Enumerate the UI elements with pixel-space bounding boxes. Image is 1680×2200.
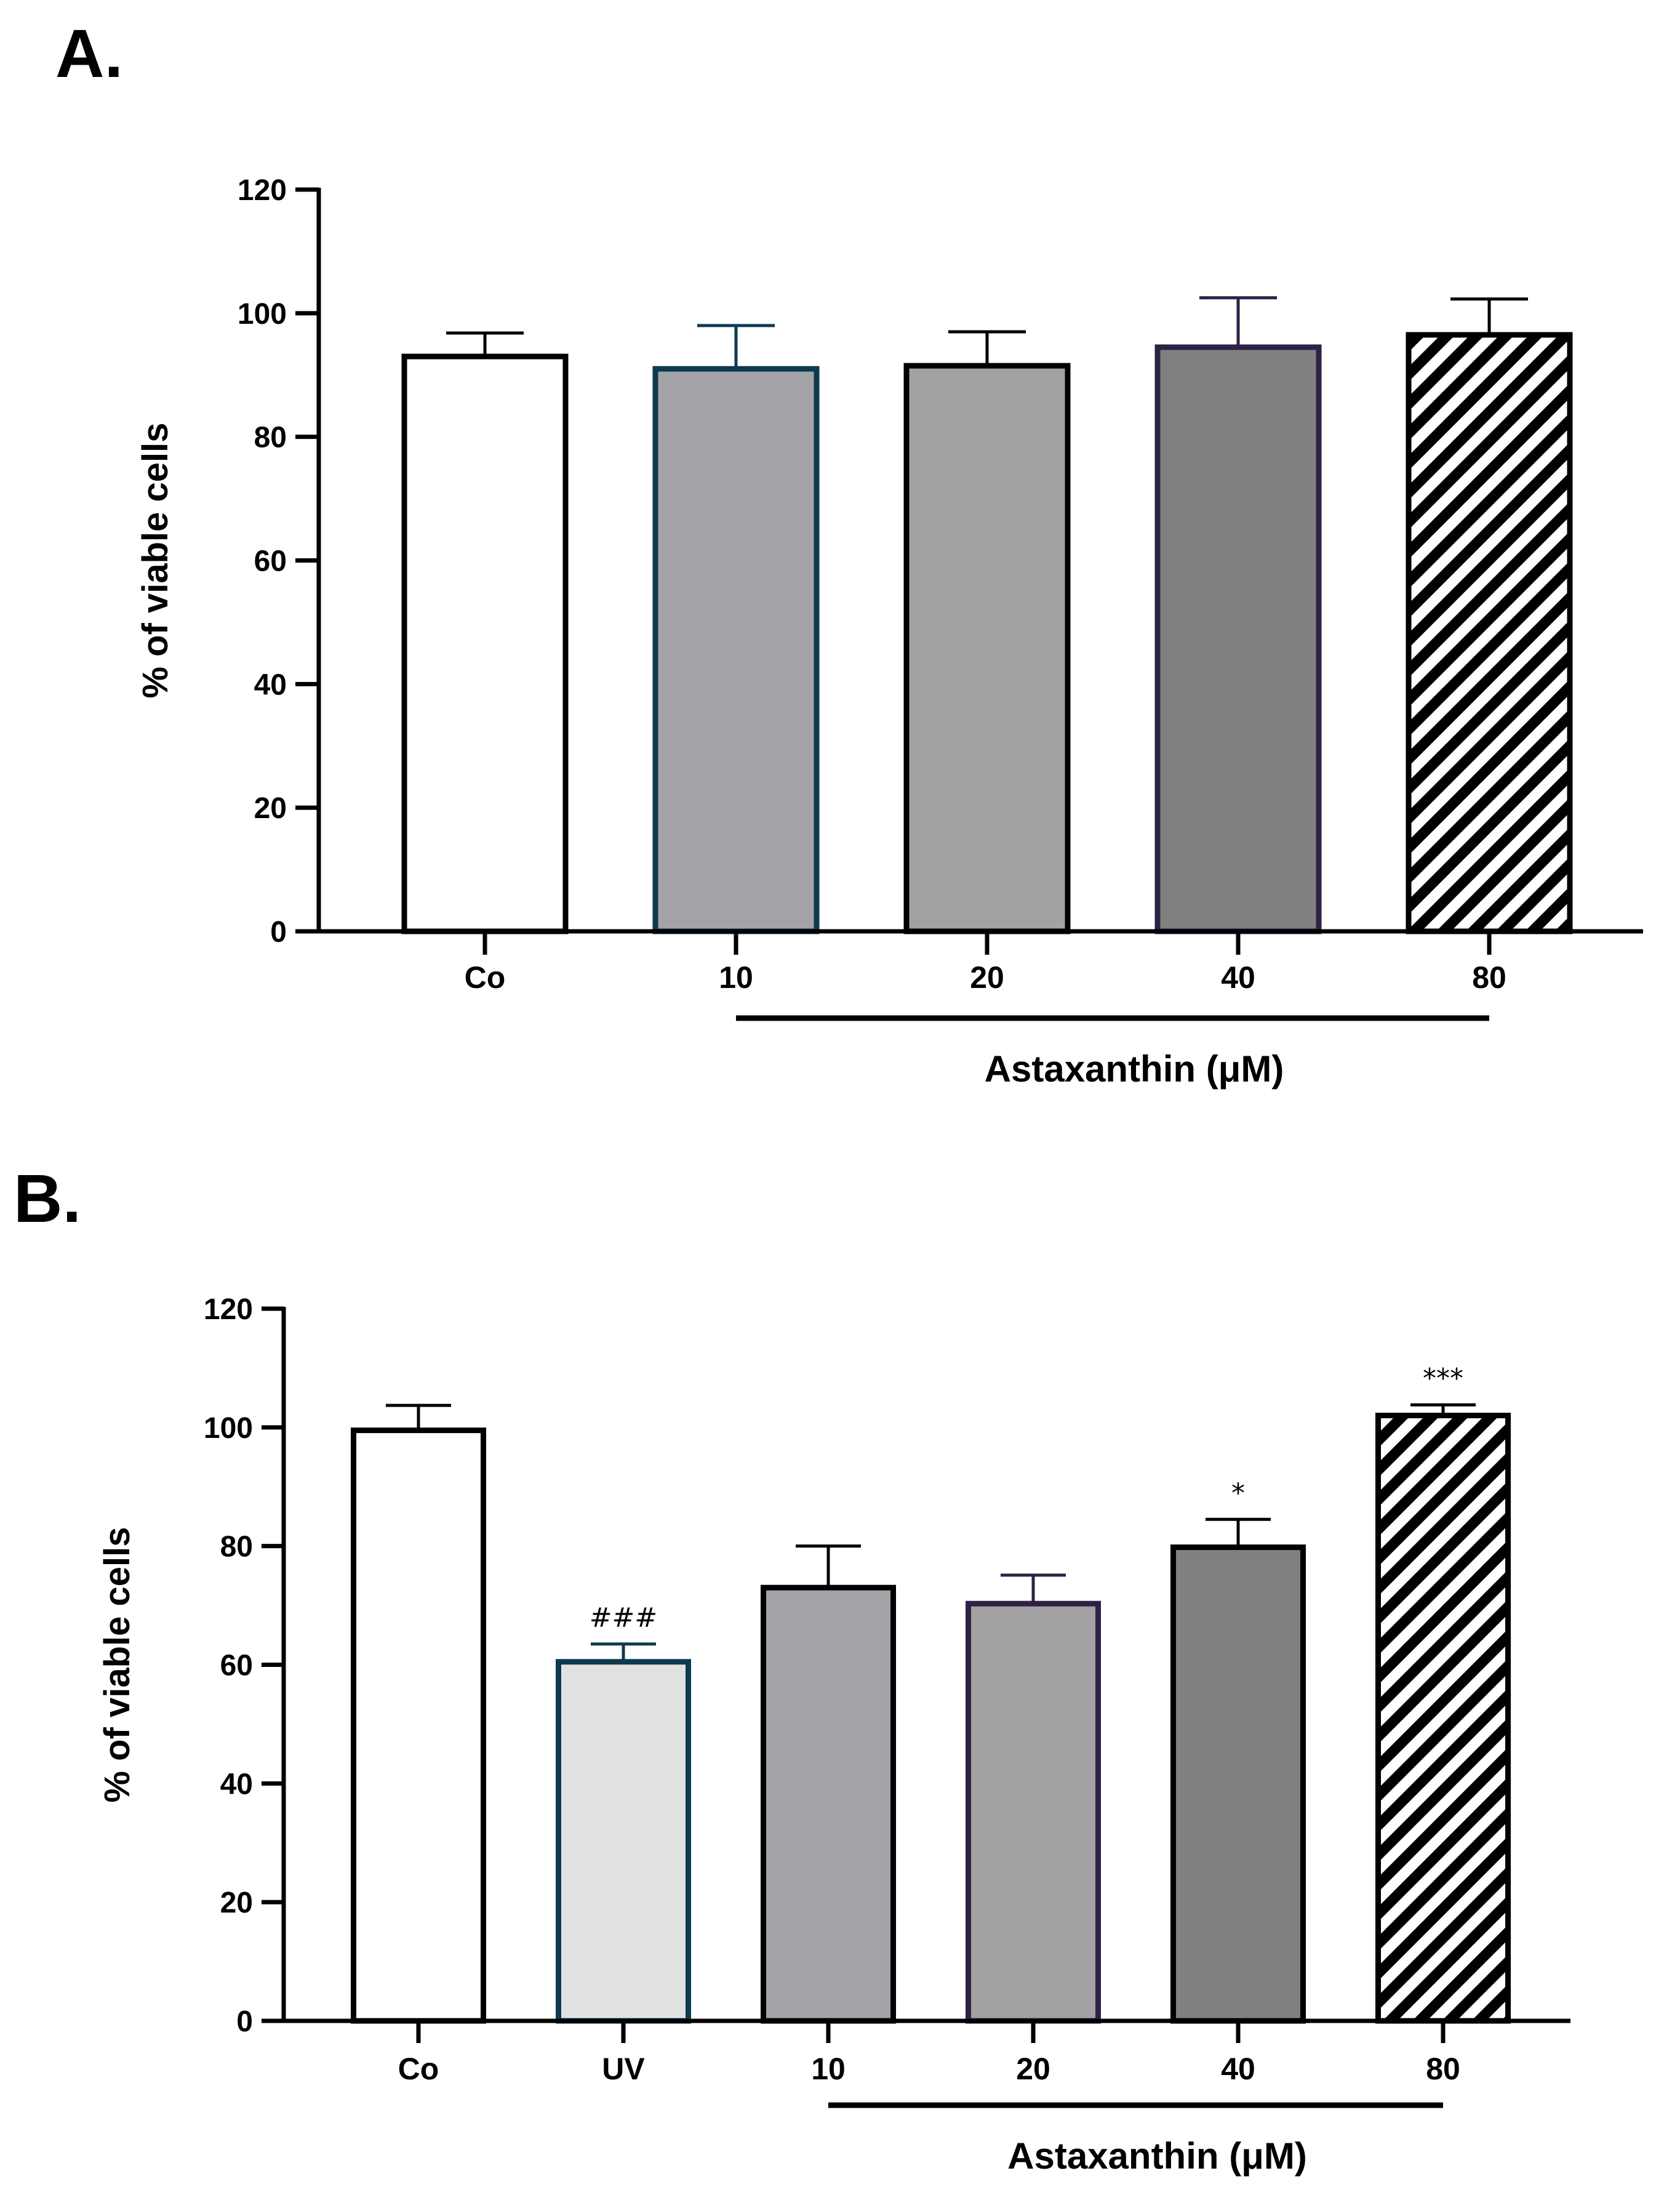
- panel-b-bar: [556, 1659, 691, 2024]
- panel-b-bar: [1170, 1544, 1306, 2024]
- panel-b-significance-mark: ***: [1423, 1363, 1463, 1394]
- panel-a-y-axis-title: % of viable cells: [135, 422, 175, 698]
- panel-b-x-tick-label: 20: [1016, 2052, 1050, 2086]
- panel-b-x-tick-label: 40: [1221, 2052, 1255, 2086]
- panel-b-significance-mark: *: [1231, 1477, 1245, 1509]
- panel-a-bar: [401, 353, 569, 934]
- panel-a-y-tick-label: 20: [254, 792, 287, 825]
- panel-a-y-tick-label: 60: [254, 545, 287, 578]
- panel-b-y-tick-label: 60: [220, 1650, 253, 1682]
- panel-b-x-tick-label: 10: [811, 2052, 846, 2086]
- panel-b-y-tick-label: 20: [220, 1887, 253, 1919]
- panel-b-chart: B. 0 20 40 60 80 100 120 % of viable cells Co ###…: [14, 1161, 1570, 2177]
- panel-b-group-label: Astaxanthin (μM): [1007, 2135, 1307, 2177]
- panel-b-x-tick-label: UV: [602, 2052, 645, 2086]
- panel-a-x-tick-label: 40: [1221, 960, 1255, 995]
- panel-a-letter: A.: [55, 16, 123, 92]
- panel-b-significance-mark: ###: [590, 1602, 658, 1634]
- panel-b-y-tick-label: 100: [204, 1412, 253, 1445]
- panel-a-bar: [903, 363, 1071, 934]
- panel-b-x-tick-label: Co: [398, 2052, 439, 2086]
- panel-a-chart: A. 0 20 40 60 80 100 120 % of viable cells Co 10 2…: [55, 16, 1643, 1090]
- panel-a-y-tick-label: 120: [238, 174, 287, 207]
- panel-b-letter: B.: [14, 1161, 81, 1237]
- panel-a-y-tick-label: 0: [270, 916, 287, 949]
- panel-b-y-tick-label: 120: [204, 1293, 253, 1326]
- panel-b-y-axis-title: % of viable cells: [97, 1527, 137, 1802]
- panel-a-x-tick-label: 80: [1472, 960, 1506, 995]
- panel-b-y-tick-label: 80: [220, 1531, 253, 1564]
- panel-a-y-tick-label: 80: [254, 422, 287, 454]
- panel-a-group-label: Astaxanthin (μM): [985, 1048, 1284, 1090]
- panel-b-bar: [761, 1584, 896, 2024]
- panel-b-bar: [351, 1427, 486, 2024]
- panel-a-bar: [1154, 344, 1322, 934]
- panel-b-x-tick-label: 80: [1426, 2052, 1460, 2086]
- panel-a-bar: [652, 366, 820, 934]
- panel-a-bar: [1406, 332, 1573, 934]
- panel-b-bar: [966, 1600, 1101, 2024]
- panel-a-y-tick-label: 40: [254, 668, 287, 701]
- panel-a-y-tick-label: 100: [238, 298, 287, 331]
- panel-a-x-tick-label: 20: [970, 960, 1004, 995]
- panel-b-y-tick-label: 0: [236, 2005, 253, 2038]
- panel-b-bar: [1375, 1413, 1511, 2024]
- panel-a-x-tick-label: 10: [719, 960, 753, 995]
- panel-b-y-tick-label: 40: [220, 1768, 253, 1801]
- panel-a-x-tick-label: Co: [465, 960, 506, 995]
